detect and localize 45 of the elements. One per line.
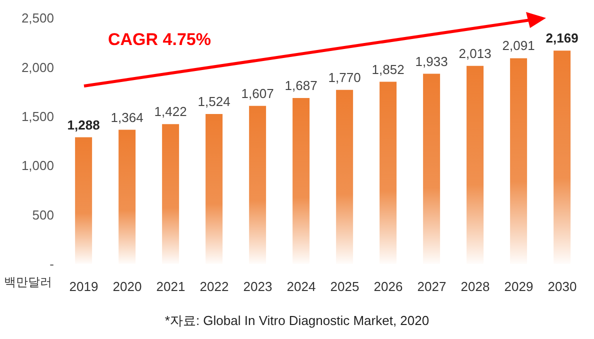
bar — [466, 66, 484, 264]
x-tick-label: 2019 — [69, 279, 98, 294]
x-tick-label: 2023 — [243, 279, 272, 294]
x-tick-label: 2027 — [417, 279, 446, 294]
x-tick-label: 2025 — [330, 279, 360, 294]
bar — [554, 50, 571, 264]
bar — [162, 124, 180, 264]
x-tick-label: 2020 — [112, 279, 142, 294]
x-tick-label: 2026 — [374, 279, 403, 294]
x-tick-label: 2022 — [200, 279, 229, 294]
x-tick-label: 2021 — [156, 279, 186, 294]
y-tick-label: 2,500 — [21, 10, 54, 26]
data-label: 1,364 — [110, 110, 144, 125]
data-label: 2,169 — [546, 30, 578, 46]
text: *자료: Global In Vitro Diagnostic Market, 2020 — [164, 312, 430, 330]
bar — [118, 130, 136, 264]
bar — [75, 137, 92, 264]
bar — [336, 90, 354, 264]
y-tick-label: 1,500 — [21, 109, 54, 124]
x-tick-label: 2028 — [460, 279, 490, 294]
data-label: 1,852 — [372, 62, 404, 77]
bar — [249, 106, 266, 264]
data-label: 1,422 — [154, 104, 187, 120]
data-label: 1,687 — [284, 78, 318, 93]
data-label: 1,524 — [198, 94, 230, 110]
bar — [423, 74, 440, 264]
annotation: CAGR 4.75% — [108, 30, 211, 50]
y-tick-label: 2,000 — [21, 60, 54, 75]
y-tick-label: 1,000 — [21, 158, 54, 174]
x-tick-label: 2024 — [286, 279, 316, 294]
data-label: 1,607 — [241, 86, 274, 101]
y-axis-title: 백만달러 — [4, 274, 52, 291]
x-tick-label: 2029 — [504, 279, 534, 294]
bar — [510, 58, 528, 264]
bar — [206, 114, 223, 264]
y-tick-label: - — [50, 256, 54, 272]
data-label: 2,013 — [458, 46, 492, 61]
x-tick-label: 2030 — [548, 279, 577, 294]
data-label: 2,091 — [502, 38, 535, 54]
y-tick-label: 500 — [32, 207, 54, 222]
data-label: 1,770 — [328, 70, 361, 85]
bar — [292, 98, 310, 264]
data-label: 1,933 — [415, 54, 448, 69]
bar — [380, 82, 397, 264]
data-label: 1,288 — [67, 117, 100, 132]
